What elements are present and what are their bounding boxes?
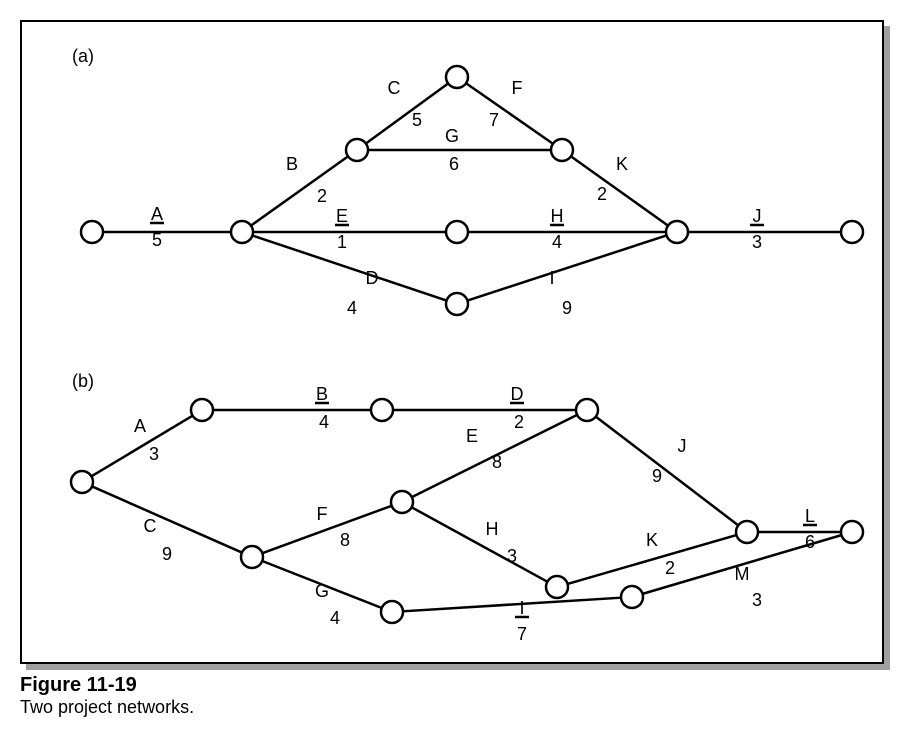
edge-letter-G: G — [445, 126, 459, 146]
edge-C — [366, 83, 448, 143]
node-n3 — [346, 139, 368, 161]
node-m8 — [621, 586, 643, 608]
edge-H — [412, 507, 548, 581]
edge-value-B: 4 — [319, 412, 329, 432]
edge-value-I: 9 — [562, 298, 572, 318]
node-m11 — [841, 521, 863, 543]
edge-letter-C: C — [388, 78, 401, 98]
edge-value-C: 5 — [412, 110, 422, 130]
edge-letter-C: C — [144, 516, 157, 536]
edge-letter-H: H — [551, 206, 564, 226]
edge-value-F: 7 — [489, 110, 499, 130]
edge-value-F: 8 — [340, 530, 350, 550]
edge-I — [467, 235, 666, 300]
edge-J — [596, 417, 739, 526]
edge-letter-D: D — [511, 384, 524, 404]
edge-letter-H: H — [486, 519, 499, 539]
edge-letter-I: I — [519, 598, 524, 618]
edge-value-E: 8 — [492, 452, 502, 472]
node-n7 — [446, 293, 468, 315]
edge-letter-G: G — [315, 581, 329, 601]
node-n9 — [841, 221, 863, 243]
edge-letter-F: F — [512, 78, 523, 98]
edge-value-B: 2 — [317, 186, 327, 206]
node-n5 — [551, 139, 573, 161]
edge-B — [251, 156, 348, 225]
edge-letter-F: F — [317, 504, 328, 524]
edge-letter-A: A — [134, 416, 146, 436]
edge-letter-J: J — [678, 436, 687, 456]
edge-value-C: 9 — [162, 544, 172, 564]
edge-letter-K: K — [616, 154, 628, 174]
node-m3 — [371, 399, 393, 421]
edge-value-A: 5 — [152, 230, 162, 250]
node-m6 — [391, 491, 413, 513]
edge-C — [92, 486, 242, 552]
edge-value-G: 6 — [449, 154, 459, 174]
node-m10 — [736, 521, 758, 543]
figure-caption-subtitle: Two project networks. — [20, 697, 883, 718]
node-n2 — [231, 221, 253, 243]
edge-value-J: 9 — [652, 466, 662, 486]
edge-letter-K: K — [646, 530, 658, 550]
node-m4 — [576, 399, 598, 421]
edge-I — [403, 598, 621, 612]
edge-letter-J: J — [753, 206, 762, 226]
node-m2 — [191, 399, 213, 421]
edge-value-D: 4 — [347, 298, 357, 318]
figure-box: (a)A5B2C5F7G6K2E1H4D4I9J3(b)A3B4D2C9F8E8… — [20, 20, 884, 664]
edge-letter-M: M — [735, 564, 750, 584]
node-n4 — [446, 66, 468, 88]
panel-label: (a) — [72, 46, 94, 66]
edge-value-L: 6 — [805, 532, 815, 552]
edge-F — [466, 83, 553, 143]
node-m7 — [546, 576, 568, 598]
edge-letter-D: D — [366, 268, 379, 288]
edge-letter-L: L — [805, 506, 815, 526]
edge-letter-B: B — [286, 154, 298, 174]
edge-value-I: 7 — [517, 624, 527, 644]
edge-letter-E: E — [336, 206, 348, 226]
edge-value-D: 2 — [514, 412, 524, 432]
node-m5 — [241, 546, 263, 568]
edge-value-E: 1 — [337, 232, 347, 252]
edge-value-G: 4 — [330, 608, 340, 628]
edge-value-K: 2 — [665, 558, 675, 578]
edge-value-J: 3 — [752, 232, 762, 252]
network-svg: (a)A5B2C5F7G6K2E1H4D4I9J3(b)A3B4D2C9F8E8… — [22, 22, 882, 662]
edge-value-H: 4 — [552, 232, 562, 252]
edge-letter-B: B — [316, 384, 328, 404]
node-n1 — [81, 221, 103, 243]
edge-letter-E: E — [466, 426, 478, 446]
panel-label: (b) — [72, 371, 94, 391]
edge-letter-I: I — [549, 268, 554, 288]
edge-value-A: 3 — [149, 444, 159, 464]
edge-value-M: 3 — [752, 590, 762, 610]
node-m1 — [71, 471, 93, 493]
edge-D — [252, 235, 446, 300]
node-n6 — [446, 221, 468, 243]
edge-value-K: 2 — [597, 184, 607, 204]
node-m9 — [381, 601, 403, 623]
edge-value-H: 3 — [507, 546, 517, 566]
edge-letter-A: A — [151, 204, 163, 224]
node-n8 — [666, 221, 688, 243]
figure-caption-title: Figure 11-19 — [20, 674, 883, 697]
